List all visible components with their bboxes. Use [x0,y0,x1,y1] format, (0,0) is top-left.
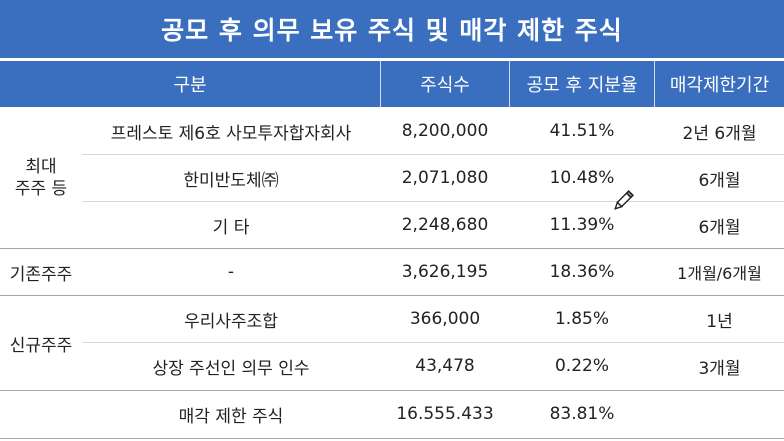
row-lockup: 1년 [706,311,733,332]
row-stake: 10.48% [549,168,615,188]
header-divider [380,61,381,107]
group-divider [0,295,784,296]
row-lockup: 6개월 [698,170,741,191]
row-divider [82,201,784,202]
row-stake: 18.36% [549,262,615,282]
header-lockup: 매각제한기간 [669,75,770,96]
row-lockup: 3개월 [698,358,741,379]
row-shares: 8,200,000 [401,121,489,141]
row-name: 상장 주선인 의무 인수 [152,358,310,379]
row-name: 우리사주조합 [184,311,278,332]
total-row-name: 매각 제한 주식 [178,406,284,427]
row-lockup: 6개월 [698,217,741,238]
header-stake: 공모 후 지분율 [526,75,638,96]
table-header: 구분 주식수 공모 후 지분율 매각제한기간 [0,61,784,107]
row-divider [82,342,784,343]
header-divider [654,61,655,107]
total-row-shares: 16.555.433 [396,404,494,424]
row-name: 기 타 [212,217,250,238]
group-new-shareholders: 신규주주 [9,335,73,356]
header-category: 구분 [173,75,207,96]
group-divider [0,248,784,249]
total-row-stake: 83.81% [549,404,615,424]
title-bar: 공모 후 의무 보유 주식 및 매각 제한 주식 [0,0,784,58]
row-stake: 1.85% [554,309,609,329]
row-shares: 2,248,680 [401,215,489,235]
pencil-cursor-icon [614,190,634,210]
row-shares: 43,478 [415,356,475,376]
group-divider [0,390,784,391]
row-stake: 41.51% [549,121,615,141]
header-shares: 주식수 [420,75,470,96]
table-bottom-border [0,438,784,439]
row-name: 프레스토 제6호 사모투자합자회사 [110,123,352,144]
row-shares: 3,626,195 [401,262,489,282]
row-name: 한미반도체㈜ [183,170,279,191]
row-shares: 366,000 [409,309,481,329]
row-shares: 2,071,080 [401,168,489,188]
row-name: - [227,262,235,282]
row-divider [82,154,784,155]
row-lockup: 2년 6개월 [682,123,757,144]
header-divider [509,61,510,107]
row-stake: 11.39% [549,215,615,235]
total-row-lockup [655,391,784,437]
group-existing-shareholders: 기존주주 [9,264,73,285]
row-lockup: 1개월/6개월 [677,264,762,283]
table-title: 공모 후 의무 보유 주식 및 매각 제한 주식 [161,16,623,45]
row-stake: 0.22% [554,356,609,376]
group-major-shareholders: 최대 주주 등 [14,157,68,199]
